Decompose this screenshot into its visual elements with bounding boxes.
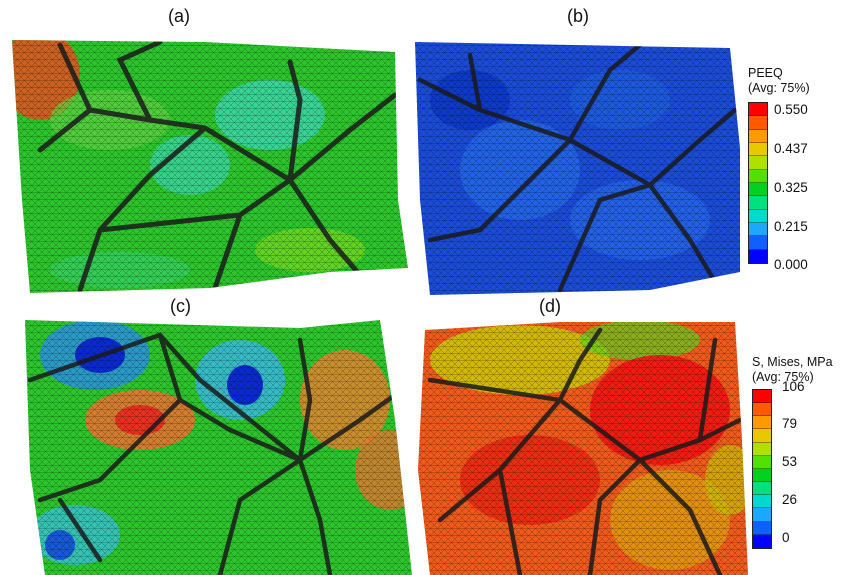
- color-bar-segment: [749, 142, 767, 157]
- color-bar-segment: [749, 209, 767, 223]
- mises-legend-subtitle: (Avg: 75%): [752, 370, 814, 384]
- peeq-color-bar: [748, 102, 768, 264]
- color-bar-segment: [753, 482, 771, 496]
- color-bar-segment: [749, 129, 767, 143]
- peeq-tick-label: 0.000: [774, 257, 808, 272]
- color-bar-segment: [753, 534, 771, 548]
- color-bar-segment: [753, 468, 771, 483]
- color-bar-segment: [753, 508, 771, 522]
- color-bar-segment: [753, 416, 771, 430]
- color-bar-segment: [749, 222, 767, 237]
- color-bar-segment: [753, 455, 771, 469]
- color-bar-segment: [753, 429, 771, 443]
- color-bar-segment: [749, 169, 767, 183]
- mises-tick-label: 106: [782, 379, 805, 394]
- color-bar-segment: [753, 403, 771, 417]
- panel-label-c: (c): [170, 296, 191, 316]
- color-bar-segment: [753, 521, 771, 535]
- peeq-tick-label: 0.215: [774, 219, 808, 234]
- peeq-tick-label: 0.437: [774, 141, 808, 156]
- color-bar-segment: [749, 116, 767, 130]
- mises-tick-label: 26: [782, 492, 798, 507]
- color-bar-segment: [753, 495, 771, 509]
- mises-legend-title: S, Mises, MPa: [752, 355, 833, 369]
- panel-label-b: (b): [567, 6, 589, 26]
- panel-a-contour: [12, 40, 408, 293]
- panel-c-contour: [25, 320, 412, 575]
- color-bar-segment: [749, 182, 767, 197]
- panel-label-a: (a): [168, 6, 190, 26]
- color-bar-segment: [749, 236, 767, 250]
- peeq-tick-label: 0.550: [774, 102, 808, 117]
- peeq-legend-subtitle: (Avg: 75%): [748, 81, 810, 95]
- mises-color-bar: [752, 389, 772, 549]
- color-bar-segment: [749, 156, 767, 170]
- color-bar-segment: [753, 442, 771, 456]
- color-bar-segment: [749, 196, 767, 210]
- mises-tick-label: 0: [782, 530, 790, 545]
- panel-b-contour: [415, 42, 740, 295]
- mises-tick-label: 79: [782, 416, 798, 431]
- color-bar-segment: [749, 103, 767, 117]
- peeq-legend: PEEQ (Avg: 75%) 0.550 0.437 0.325 0.215 …: [748, 66, 843, 276]
- color-bar-segment: [753, 390, 771, 404]
- mises-tick-label: 53: [782, 454, 798, 469]
- color-bar-segment: [749, 249, 767, 263]
- panel-label-d: (d): [539, 296, 561, 316]
- panel-d-contour: [418, 322, 748, 575]
- peeq-legend-title: PEEQ: [748, 66, 783, 80]
- mises-legend: S, Mises, MPa (Avg: 75%) 106 79 53 26 0: [752, 355, 846, 570]
- peeq-tick-label: 0.325: [774, 180, 808, 195]
